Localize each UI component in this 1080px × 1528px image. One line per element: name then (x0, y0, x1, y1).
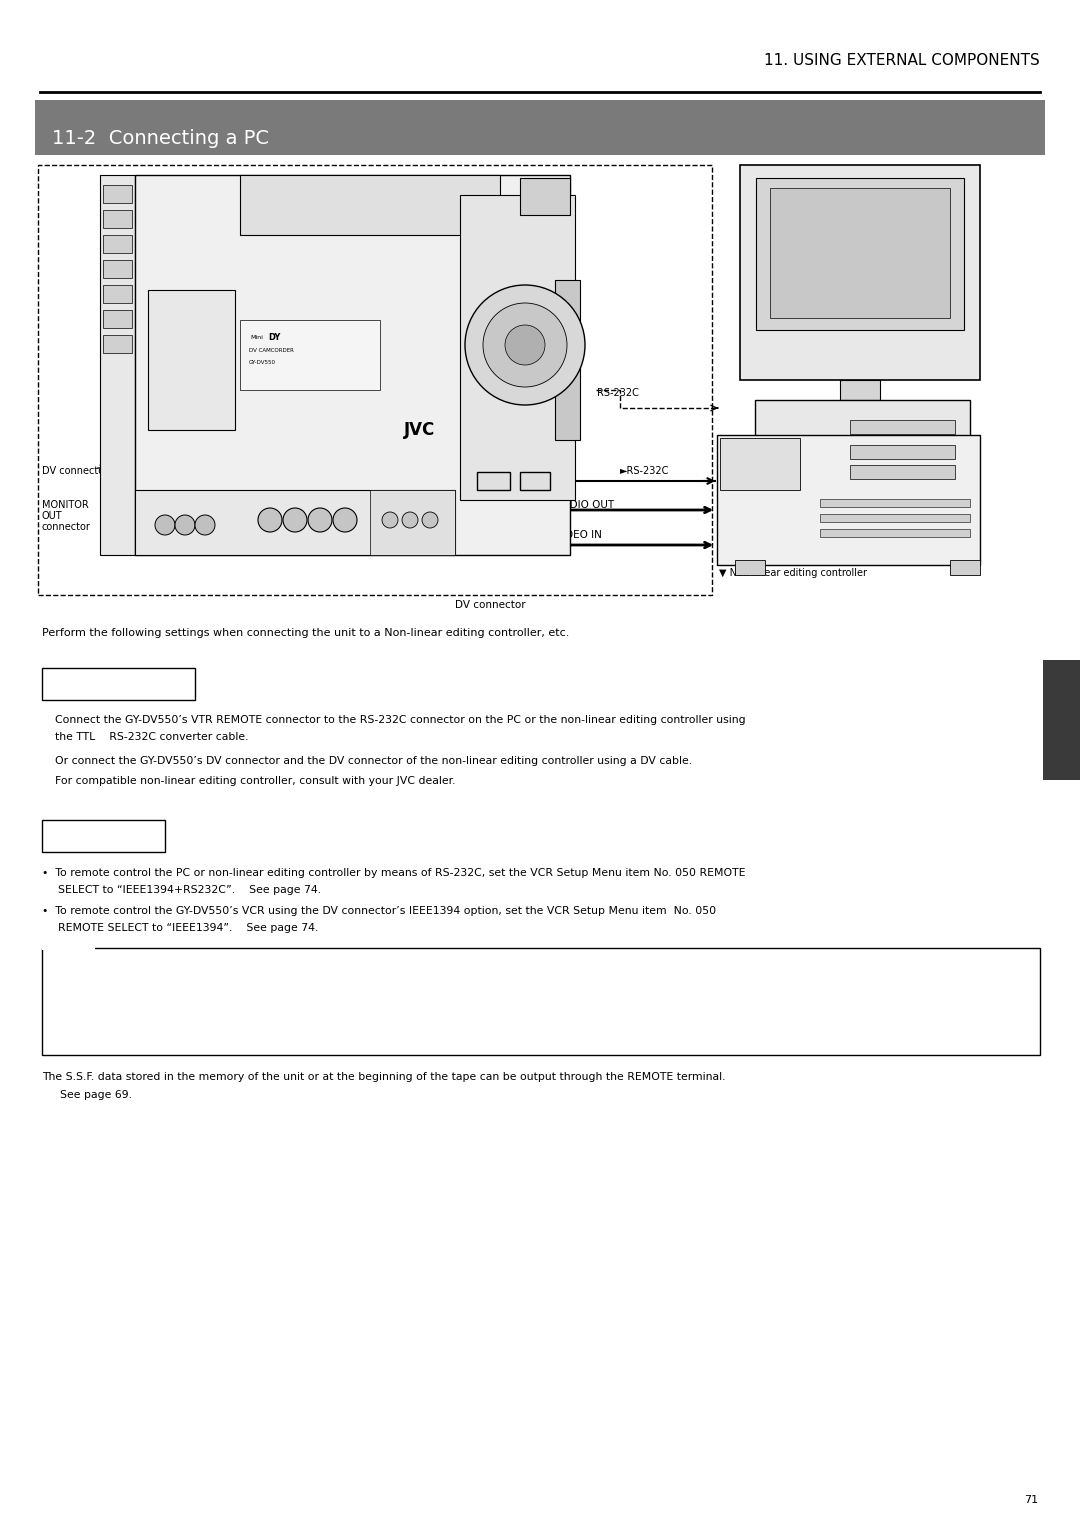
Bar (740, 165, 980, 380)
Text: GY-DV550: GY-DV550 (249, 361, 276, 365)
Bar (103, 335, 132, 353)
Text: •  When a cable is connected to the REMOTE connector, the VTR Setup Menu is not : • When a cable is connected to the REMOT… (55, 970, 744, 979)
Circle shape (402, 512, 418, 529)
Circle shape (465, 286, 585, 405)
Text: converter cable: converter cable (426, 465, 501, 474)
Bar (820, 529, 970, 536)
Text: RS-232C: RS-232C (597, 388, 639, 397)
Bar (42, 947, 1040, 1054)
Text: the TTL    RS-232C converter cable.: the TTL RS-232C converter cable. (55, 732, 248, 743)
Bar (850, 445, 955, 458)
Text: JVC: JVC (404, 422, 435, 439)
Circle shape (175, 515, 195, 535)
Text: •  To remote control the PC or non-linear editing controller by means of RS-232C: • To remote control the PC or non-linear… (42, 868, 745, 879)
Bar (103, 185, 132, 203)
Text: Mini: Mini (249, 335, 262, 341)
Text: For compatible non-linear editing controller, consult with your JVC dealer.: For compatible non-linear editing contro… (55, 776, 456, 785)
Bar (240, 176, 500, 235)
Bar (103, 310, 132, 329)
Text: DV connector: DV connector (455, 601, 525, 610)
Circle shape (483, 303, 567, 387)
Text: SELECT to “IEEE1394+RS232C”.    See page 74.: SELECT to “IEEE1394+RS232C”. See page 74… (58, 885, 321, 895)
Text: Connect the GY-DV550’s VTR REMOTE connector to the RS-232C connector on the PC o: Connect the GY-DV550’s VTR REMOTE connec… (55, 715, 745, 724)
Bar (519, 177, 570, 215)
Text: REMOTE connector: REMOTE connector (300, 468, 393, 478)
Text: DV CAMCORDER: DV CAMCORDER (249, 348, 294, 353)
Text: (Optional VC-P893): (Optional VC-P893) (370, 490, 456, 500)
Text: Connections: Connections (50, 680, 141, 694)
Bar (735, 559, 765, 575)
Bar (820, 513, 970, 523)
Bar (850, 465, 955, 478)
Bar (103, 286, 132, 303)
Circle shape (422, 512, 438, 529)
Bar (950, 559, 980, 575)
Bar (477, 472, 510, 490)
Text: 11-2  Connecting a PC: 11-2 Connecting a PC (52, 128, 269, 148)
Bar (755, 400, 970, 500)
Text: OUT: OUT (42, 510, 63, 521)
Text: DY: DY (268, 333, 281, 342)
Bar (42, 946, 95, 950)
Text: on the VTR Setup Menu while the cable is not connected.: on the VTR Setup Menu while the cable is… (68, 989, 381, 998)
Bar (38, 165, 712, 594)
Bar (148, 290, 235, 429)
Text: •  When a cable is connected to the REMOTE connector, the VCR operation mode wil: • When a cable is connected to the REMOT… (55, 1008, 706, 1018)
Bar (135, 176, 570, 555)
Text: ▼ Non-linear editing controller: ▼ Non-linear editing controller (719, 568, 867, 578)
Circle shape (283, 507, 307, 532)
Text: Status 1 screen in the viewfinder.: Status 1 screen in the viewfinder. (68, 1025, 251, 1036)
Text: Settings: Settings (50, 833, 112, 845)
Text: AUDIO IN: AUDIO IN (235, 500, 283, 510)
Text: The S.S.F. data stored in the memory of the unit or at the beginning of the tape: The S.S.F. data stored in the memory of … (42, 1073, 726, 1082)
Bar (720, 439, 800, 490)
Bar (717, 435, 980, 565)
Circle shape (258, 507, 282, 532)
Circle shape (505, 325, 545, 365)
Bar (770, 188, 950, 318)
Bar (103, 209, 132, 228)
Bar (460, 196, 575, 500)
Text: 11. USING EXTERNAL COMPONENTS: 11. USING EXTERNAL COMPONENTS (765, 53, 1040, 69)
Bar (103, 235, 132, 254)
Text: Note:: Note: (48, 952, 78, 963)
Text: See page 69.: See page 69. (60, 1089, 132, 1100)
Bar (850, 420, 955, 434)
Bar (820, 500, 970, 507)
Bar (35, 99, 1045, 154)
Text: Or connect the GY-DV550’s DV connector and the DV connector of the non-linear ed: Or connect the GY-DV550’s DV connector a… (55, 756, 692, 766)
Bar (42, 821, 165, 853)
Bar (240, 319, 380, 390)
Text: PC: PC (854, 510, 869, 520)
Bar (519, 472, 550, 490)
Text: REMOTE SELECT to “IEEE1394”.    See page 74.: REMOTE SELECT to “IEEE1394”. See page 74… (58, 923, 319, 934)
Text: connector: connector (42, 523, 91, 532)
Circle shape (382, 512, 399, 529)
Bar (100, 176, 135, 555)
Text: ►RS-232C: ►RS-232C (620, 466, 670, 477)
Bar (370, 490, 455, 555)
Text: TTL  RS-232C: TTL RS-232C (426, 452, 490, 461)
Text: 71: 71 (1024, 1494, 1038, 1505)
Bar (135, 490, 455, 555)
Circle shape (156, 515, 175, 535)
Circle shape (195, 515, 215, 535)
Text: AUDIO OUT: AUDIO OUT (555, 500, 615, 510)
Bar (103, 260, 132, 278)
Bar (1043, 660, 1080, 779)
Text: DV connector: DV connector (42, 466, 108, 477)
Bar (42, 668, 195, 700)
Text: MONITOR: MONITOR (42, 500, 89, 510)
Bar (555, 280, 580, 440)
Circle shape (333, 507, 357, 532)
Text: •  To remote control the GY-DV550’s VCR using the DV connector’s IEEE1394 option: • To remote control the GY-DV550’s VCR u… (42, 906, 716, 915)
Circle shape (308, 507, 332, 532)
Bar (840, 380, 880, 400)
Text: VIDEO IN: VIDEO IN (555, 530, 602, 539)
Bar (756, 177, 964, 330)
Text: Perform the following settings when connecting the unit to a Non-linear editing : Perform the following settings when conn… (42, 628, 569, 639)
